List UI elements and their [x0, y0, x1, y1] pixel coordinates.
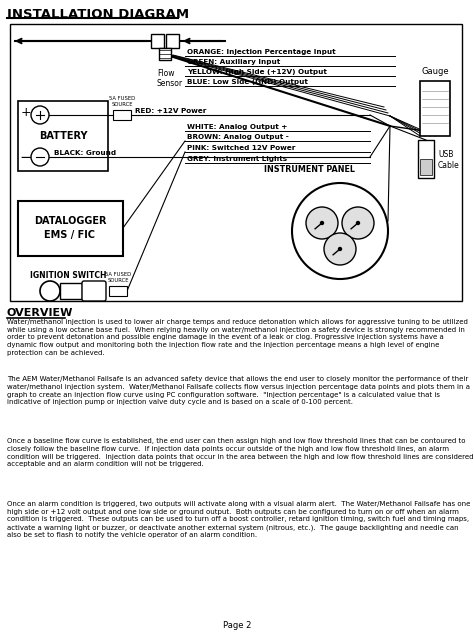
Text: Flow
Sensor: Flow Sensor — [157, 69, 183, 88]
Text: OVERVIEW: OVERVIEW — [7, 308, 73, 318]
Circle shape — [338, 247, 341, 251]
Text: 5A FUSED
SOURCE: 5A FUSED SOURCE — [105, 272, 131, 283]
Circle shape — [40, 281, 60, 301]
Text: BROWN: Analog Output -: BROWN: Analog Output - — [187, 134, 289, 140]
Text: Page 2: Page 2 — [223, 621, 251, 630]
FancyBboxPatch shape — [82, 281, 106, 301]
Text: Once a baseline flow curve is established, the end user can then assign high and: Once a baseline flow curve is establishe… — [7, 438, 474, 467]
Bar — [420, 81, 450, 136]
Text: Once an alarm condition is triggered, two outputs will activate along with a vis: Once an alarm condition is triggered, tw… — [7, 501, 470, 539]
Text: The AEM Water/Methanol Failsafe is an advanced safety device that allows the end: The AEM Water/Methanol Failsafe is an ad… — [7, 376, 470, 405]
Text: GREEN: Auxiliary Input: GREEN: Auxiliary Input — [187, 59, 280, 65]
Text: −: − — [19, 149, 32, 165]
Text: WHITE: Analog Output +: WHITE: Analog Output + — [187, 124, 287, 130]
Text: USB
Cable: USB Cable — [438, 150, 460, 170]
Circle shape — [306, 207, 338, 239]
Bar — [10, 24, 462, 301]
Bar — [151, 34, 164, 48]
Bar — [60, 283, 82, 299]
Text: IGNITION SWITCH: IGNITION SWITCH — [30, 271, 107, 280]
Bar — [18, 101, 108, 171]
Text: GREY: Instrument Lights: GREY: Instrument Lights — [187, 156, 287, 162]
Text: ORANGE: Injection Percentage Input: ORANGE: Injection Percentage Input — [187, 49, 336, 55]
Bar — [113, 110, 131, 120]
Text: DATALOGGER
EMS / FIC: DATALOGGER EMS / FIC — [34, 216, 106, 240]
Text: Water/methanol injection is used to lower air charge temps and reduce detonation: Water/methanol injection is used to lowe… — [7, 319, 468, 356]
Circle shape — [324, 233, 356, 265]
Circle shape — [31, 106, 49, 124]
Bar — [109, 286, 127, 296]
Circle shape — [342, 207, 374, 239]
Bar — [159, 48, 171, 60]
Text: +: + — [21, 106, 31, 120]
Text: BATTERY: BATTERY — [39, 131, 87, 141]
Text: Gauge: Gauge — [421, 67, 449, 76]
Bar — [166, 34, 179, 48]
Text: RED: +12V Power: RED: +12V Power — [135, 108, 206, 114]
Text: INSTRUMENT PANEL: INSTRUMENT PANEL — [264, 165, 356, 174]
Bar — [420, 159, 432, 175]
Circle shape — [292, 183, 388, 279]
Circle shape — [31, 148, 49, 166]
Text: 5A FUSED
SOURCE: 5A FUSED SOURCE — [109, 96, 135, 107]
Text: YELLOW: High Side (+12V) Output: YELLOW: High Side (+12V) Output — [187, 69, 327, 75]
Text: PINK: Switched 12V Power: PINK: Switched 12V Power — [187, 145, 295, 151]
Text: BLUE: Low Side (GND) Output: BLUE: Low Side (GND) Output — [187, 79, 308, 85]
Text: INSTALLATION DIAGRAM: INSTALLATION DIAGRAM — [7, 8, 189, 21]
Circle shape — [356, 221, 359, 225]
Bar — [418, 140, 434, 178]
Circle shape — [320, 221, 323, 225]
Bar — [18, 201, 123, 256]
Text: BLACK: Ground: BLACK: Ground — [54, 150, 116, 156]
